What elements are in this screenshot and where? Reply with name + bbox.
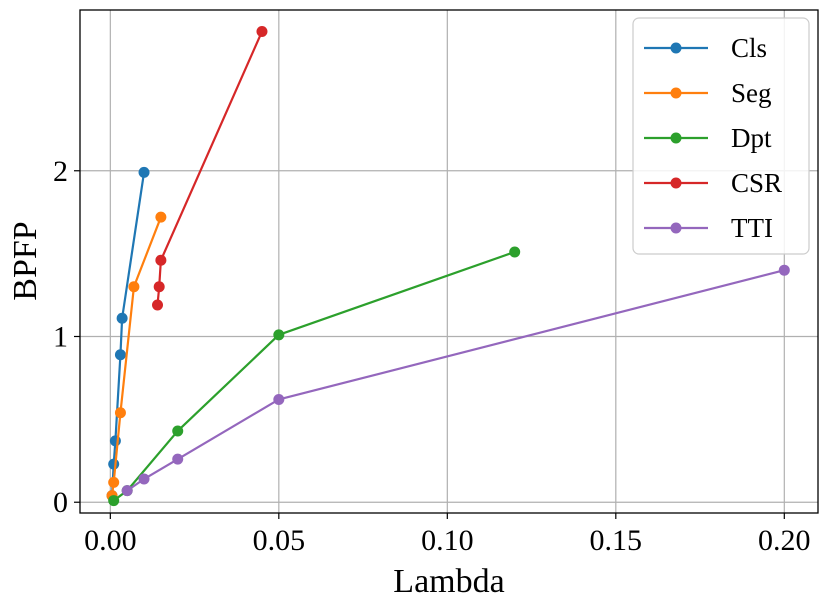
data-point-dpt	[273, 329, 285, 341]
legend-label-cls: Cls	[731, 33, 767, 63]
series-line-csr	[156, 31, 263, 306]
data-point-cls	[138, 166, 150, 178]
legend-marker-tti	[670, 222, 682, 234]
data-point-dpt	[172, 425, 184, 437]
data-point-csr	[256, 26, 268, 38]
data-point-cls	[109, 435, 121, 447]
legend-item-cls: Cls	[644, 33, 767, 63]
data-point-tti	[138, 473, 150, 485]
series-csr	[152, 26, 268, 311]
legend-marker-seg	[670, 87, 682, 99]
legend-label-tti: TTI	[731, 213, 773, 243]
data-point-csr	[155, 254, 167, 266]
series-dpt	[108, 246, 521, 507]
legend: Cls Seg Dpt CSR TTI	[632, 17, 810, 255]
legend-box	[632, 17, 810, 255]
x-tick-label: 0.20	[758, 524, 811, 557]
legend-marker-cls	[670, 42, 682, 54]
y-tick-label: 1	[53, 320, 68, 353]
legend-item-dpt: Dpt	[644, 123, 772, 153]
legend-item-csr: CSR	[644, 168, 782, 198]
series-line-dpt	[113, 250, 516, 502]
data-point-tti	[172, 453, 184, 465]
data-point-seg	[128, 281, 140, 293]
y-tick-label: 0	[53, 486, 68, 519]
legend-label-csr: CSR	[731, 168, 782, 198]
data-point-dpt	[108, 495, 120, 507]
data-point-tti	[273, 393, 285, 405]
data-point-seg	[114, 407, 126, 419]
legend-label-dpt: Dpt	[731, 123, 772, 153]
data-point-tti	[121, 485, 133, 497]
tick-layer: 0.00 0.05 0.10 0.15 0.20 0 1 2	[53, 155, 811, 557]
legend-item-tti: TTI	[644, 213, 773, 243]
data-point-csr	[152, 299, 164, 311]
legend-marker-dpt	[670, 132, 682, 144]
data-point-cls	[108, 458, 120, 470]
legend-marker-csr	[670, 177, 682, 189]
data-point-tti	[778, 264, 790, 276]
data-point-seg	[155, 211, 167, 223]
legend-item-seg: Seg	[644, 78, 772, 108]
y-axis-label: BPFP	[7, 221, 44, 300]
series-line-tti	[126, 269, 785, 492]
series-tti	[121, 264, 790, 497]
x-axis-label: Lambda	[393, 563, 504, 600]
x-tick-label: 0.15	[590, 524, 643, 557]
x-tick-label: 0.10	[421, 524, 474, 557]
data-point-csr	[153, 281, 165, 293]
legend-label-seg: Seg	[731, 78, 772, 108]
plot-frame	[79, 9, 819, 514]
data-point-seg	[108, 476, 120, 488]
y-tick-label: 2	[53, 155, 68, 188]
data-point-dpt	[509, 246, 521, 258]
series-layer	[106, 26, 790, 507]
data-point-cls	[116, 312, 128, 324]
data-point-cls	[114, 349, 126, 361]
x-tick-label: 0.00	[84, 524, 137, 557]
x-tick-label: 0.05	[253, 524, 306, 557]
